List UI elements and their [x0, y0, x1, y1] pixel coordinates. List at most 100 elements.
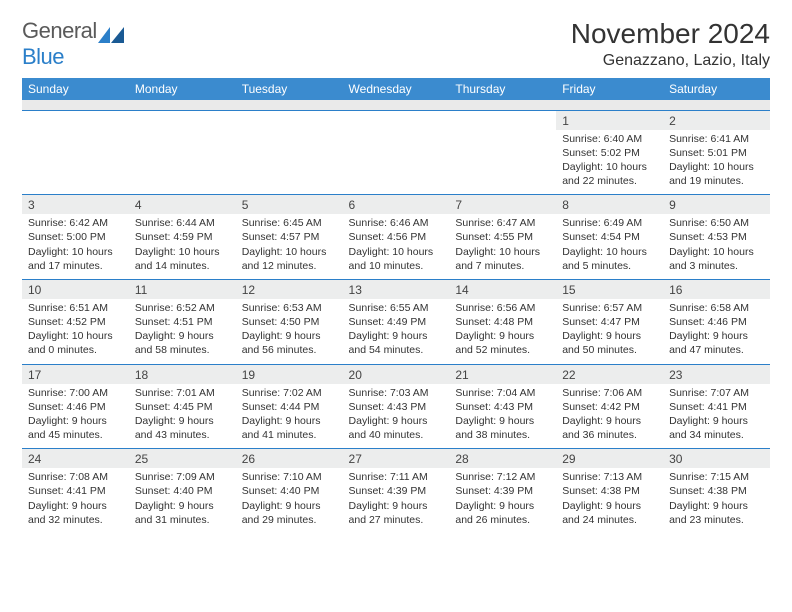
daylight-line: Daylight: 10 hours	[669, 160, 764, 174]
day-details: Sunrise: 7:13 AMSunset: 4:38 PMDaylight:…	[556, 468, 663, 533]
logo-text-a: General	[22, 18, 97, 43]
day-cell: 25Sunrise: 7:09 AMSunset: 4:40 PMDayligh…	[129, 449, 236, 533]
cell-inner: 23Sunrise: 7:07 AMSunset: 4:41 PMDayligh…	[663, 365, 770, 449]
daylight-line: and 7 minutes.	[455, 259, 550, 273]
day-header: Tuesday	[236, 78, 343, 100]
day-number: 18	[129, 365, 236, 384]
daylight-line: and 26 minutes.	[455, 513, 550, 527]
day-header: Thursday	[449, 78, 556, 100]
empty-cell	[129, 110, 236, 195]
daylight-line: and 17 minutes.	[28, 259, 123, 273]
day-header: Monday	[129, 78, 236, 100]
day-number: 3	[22, 195, 129, 214]
daylight-line: and 5 minutes.	[562, 259, 657, 273]
day-number: 2	[663, 111, 770, 130]
separator-row	[22, 100, 770, 110]
sunrise-line: Sunrise: 7:09 AM	[135, 470, 230, 484]
sunrise-line: Sunrise: 6:56 AM	[455, 301, 550, 315]
sunset-line: Sunset: 4:47 PM	[562, 315, 657, 329]
day-details: Sunrise: 7:00 AMSunset: 4:46 PMDaylight:…	[22, 384, 129, 449]
day-cell: 16Sunrise: 6:58 AMSunset: 4:46 PMDayligh…	[663, 279, 770, 364]
day-details: Sunrise: 6:55 AMSunset: 4:49 PMDaylight:…	[343, 299, 450, 364]
day-number: 30	[663, 449, 770, 468]
cell-inner: 14Sunrise: 6:56 AMSunset: 4:48 PMDayligh…	[449, 280, 556, 364]
daylight-line: and 43 minutes.	[135, 428, 230, 442]
cell-inner: 18Sunrise: 7:01 AMSunset: 4:45 PMDayligh…	[129, 365, 236, 449]
daylight-line: Daylight: 9 hours	[242, 329, 337, 343]
day-cell: 26Sunrise: 7:10 AMSunset: 4:40 PMDayligh…	[236, 449, 343, 533]
sunset-line: Sunset: 4:40 PM	[242, 484, 337, 498]
daylight-line: and 14 minutes.	[135, 259, 230, 273]
empty-cell	[343, 110, 450, 195]
day-number: 9	[663, 195, 770, 214]
daylight-line: and 24 minutes.	[562, 513, 657, 527]
daylight-line: and 50 minutes.	[562, 343, 657, 357]
logo: General Blue	[22, 18, 124, 70]
day-cell: 3Sunrise: 6:42 AMSunset: 5:00 PMDaylight…	[22, 195, 129, 280]
sunset-line: Sunset: 4:39 PM	[455, 484, 550, 498]
daylight-line: Daylight: 9 hours	[455, 499, 550, 513]
sunset-line: Sunset: 4:41 PM	[669, 400, 764, 414]
sunset-line: Sunset: 4:41 PM	[28, 484, 123, 498]
daylight-line: and 56 minutes.	[242, 343, 337, 357]
day-number: 8	[556, 195, 663, 214]
day-cell: 28Sunrise: 7:12 AMSunset: 4:39 PMDayligh…	[449, 449, 556, 533]
day-cell: 17Sunrise: 7:00 AMSunset: 4:46 PMDayligh…	[22, 364, 129, 449]
day-header: Friday	[556, 78, 663, 100]
day-cell: 20Sunrise: 7:03 AMSunset: 4:43 PMDayligh…	[343, 364, 450, 449]
sunrise-line: Sunrise: 7:00 AM	[28, 386, 123, 400]
day-cell: 2Sunrise: 6:41 AMSunset: 5:01 PMDaylight…	[663, 110, 770, 195]
day-details: Sunrise: 7:03 AMSunset: 4:43 PMDaylight:…	[343, 384, 450, 449]
day-number: 27	[343, 449, 450, 468]
day-details: Sunrise: 7:12 AMSunset: 4:39 PMDaylight:…	[449, 468, 556, 533]
sunrise-line: Sunrise: 6:42 AM	[28, 216, 123, 230]
cell-inner: 8Sunrise: 6:49 AMSunset: 4:54 PMDaylight…	[556, 195, 663, 279]
daylight-line: Daylight: 10 hours	[562, 245, 657, 259]
day-number: 15	[556, 280, 663, 299]
sunrise-line: Sunrise: 6:53 AM	[242, 301, 337, 315]
empty-cell	[236, 110, 343, 195]
cell-inner: 9Sunrise: 6:50 AMSunset: 4:53 PMDaylight…	[663, 195, 770, 279]
cell-inner: 5Sunrise: 6:45 AMSunset: 4:57 PMDaylight…	[236, 195, 343, 279]
sunset-line: Sunset: 4:42 PM	[562, 400, 657, 414]
sunrise-line: Sunrise: 6:55 AM	[349, 301, 444, 315]
sunrise-line: Sunrise: 6:46 AM	[349, 216, 444, 230]
sunrise-line: Sunrise: 7:15 AM	[669, 470, 764, 484]
day-details: Sunrise: 7:15 AMSunset: 4:38 PMDaylight:…	[663, 468, 770, 533]
sunrise-line: Sunrise: 6:51 AM	[28, 301, 123, 315]
day-details: Sunrise: 7:11 AMSunset: 4:39 PMDaylight:…	[343, 468, 450, 533]
sunset-line: Sunset: 4:45 PM	[135, 400, 230, 414]
day-details: Sunrise: 7:02 AMSunset: 4:44 PMDaylight:…	[236, 384, 343, 449]
daylight-line: Daylight: 9 hours	[349, 329, 444, 343]
day-details: Sunrise: 7:06 AMSunset: 4:42 PMDaylight:…	[556, 384, 663, 449]
daylight-line: Daylight: 9 hours	[669, 499, 764, 513]
day-cell: 5Sunrise: 6:45 AMSunset: 4:57 PMDaylight…	[236, 195, 343, 280]
cell-inner: 26Sunrise: 7:10 AMSunset: 4:40 PMDayligh…	[236, 449, 343, 533]
daylight-line: Daylight: 9 hours	[669, 414, 764, 428]
daylight-line: and 12 minutes.	[242, 259, 337, 273]
daylight-line: and 19 minutes.	[669, 174, 764, 188]
cell-inner: 30Sunrise: 7:15 AMSunset: 4:38 PMDayligh…	[663, 449, 770, 533]
cell-inner: 24Sunrise: 7:08 AMSunset: 4:41 PMDayligh…	[22, 449, 129, 533]
week-row: 17Sunrise: 7:00 AMSunset: 4:46 PMDayligh…	[22, 364, 770, 449]
daylight-line: and 31 minutes.	[135, 513, 230, 527]
daylight-line: and 32 minutes.	[28, 513, 123, 527]
sunrise-line: Sunrise: 6:45 AM	[242, 216, 337, 230]
sunset-line: Sunset: 4:43 PM	[349, 400, 444, 414]
sunset-line: Sunset: 4:49 PM	[349, 315, 444, 329]
daylight-line: Daylight: 9 hours	[242, 499, 337, 513]
sunset-line: Sunset: 4:43 PM	[455, 400, 550, 414]
day-details: Sunrise: 6:45 AMSunset: 4:57 PMDaylight:…	[236, 214, 343, 279]
cell-inner: 29Sunrise: 7:13 AMSunset: 4:38 PMDayligh…	[556, 449, 663, 533]
day-details: Sunrise: 6:56 AMSunset: 4:48 PMDaylight:…	[449, 299, 556, 364]
daylight-line: and 47 minutes.	[669, 343, 764, 357]
day-number: 11	[129, 280, 236, 299]
sunrise-line: Sunrise: 6:49 AM	[562, 216, 657, 230]
cell-inner: 27Sunrise: 7:11 AMSunset: 4:39 PMDayligh…	[343, 449, 450, 533]
week-row: 10Sunrise: 6:51 AMSunset: 4:52 PMDayligh…	[22, 279, 770, 364]
daylight-line: and 10 minutes.	[349, 259, 444, 273]
daylight-line: Daylight: 9 hours	[349, 499, 444, 513]
day-number: 4	[129, 195, 236, 214]
daylight-line: Daylight: 10 hours	[242, 245, 337, 259]
day-header: Wednesday	[343, 78, 450, 100]
